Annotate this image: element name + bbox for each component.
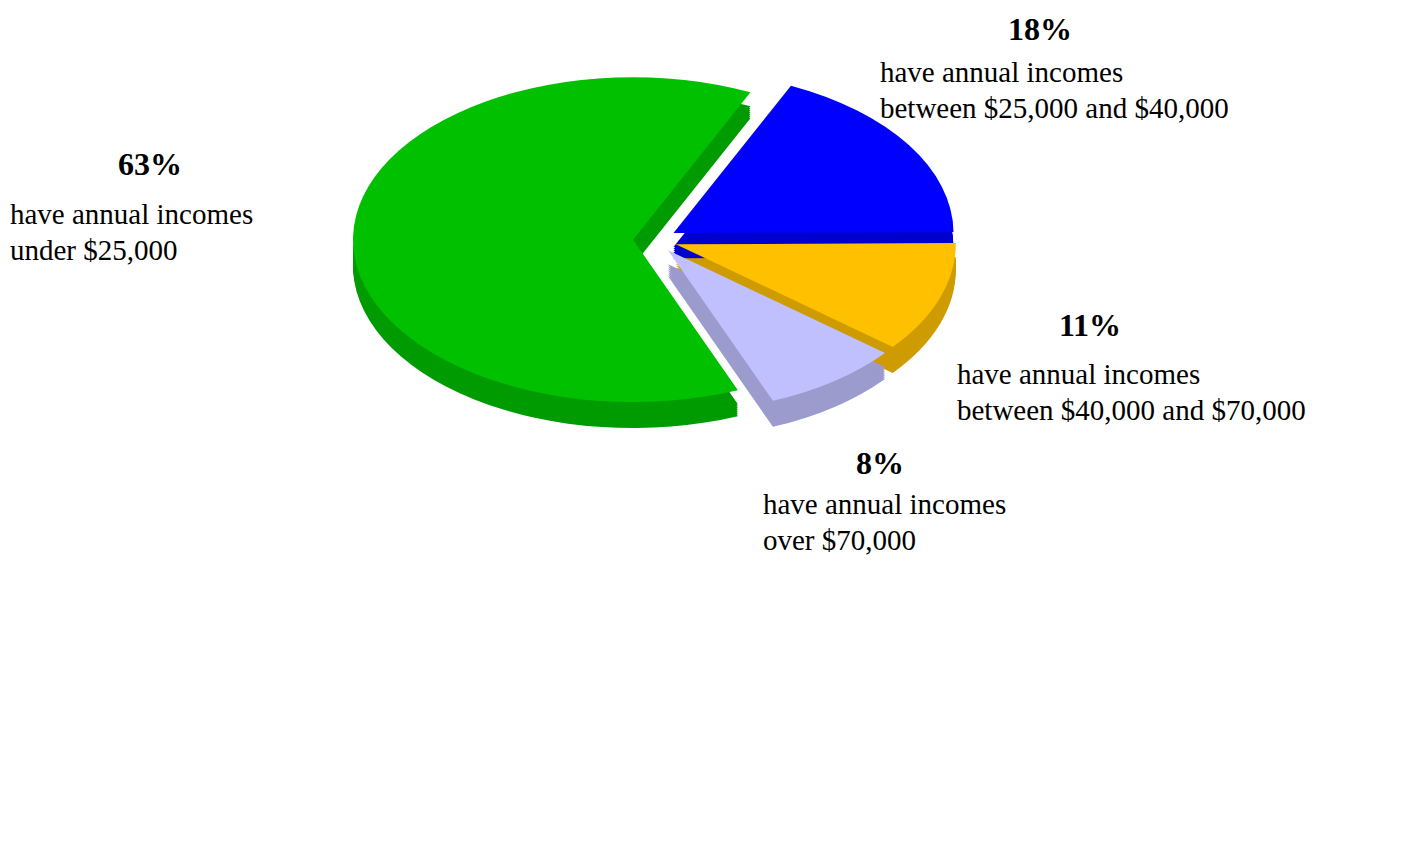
category-label: have annual incomes between $40,000 and $… [957, 358, 1306, 426]
category-label-line: have annual incomes [763, 488, 1006, 520]
category-label-line: over $70,000 [763, 524, 916, 556]
category-label-line: between $40,000 and $70,000 [957, 394, 1306, 426]
category-label-line: under $25,000 [10, 234, 178, 266]
category-label-line: between $25,000 and $40,000 [880, 92, 1229, 124]
slice-label: 8% have annual incomes over $70,000 [763, 445, 1006, 556]
category-label-line: have annual incomes [880, 56, 1123, 88]
slice [353, 77, 750, 402]
pie [353, 77, 956, 428]
slice-label: 63% have annual incomes under $25,000 [10, 146, 253, 266]
category-label: have annual incomes under $25,000 [10, 198, 253, 266]
slice-label: 18% have annual incomes between $25,000 an… [880, 11, 1229, 124]
value-label: 18% [1008, 11, 1072, 47]
category-label-line: have annual incomes [957, 358, 1200, 390]
value-label: 8% [856, 445, 904, 481]
slice-label: 11% have annual incomes between $40,000 an… [957, 307, 1306, 426]
category-label: have annual incomes between $25,000 and $… [880, 56, 1229, 124]
slice [668, 250, 885, 401]
value-label: 11% [1059, 307, 1121, 343]
chart: 63% have annual incomes under $25,000 18% ha… [0, 0, 1417, 844]
value-label: 63% [118, 146, 182, 182]
category-label: have annual incomes over $70,000 [763, 488, 1006, 556]
category-label-line: have annual incomes [10, 198, 253, 230]
